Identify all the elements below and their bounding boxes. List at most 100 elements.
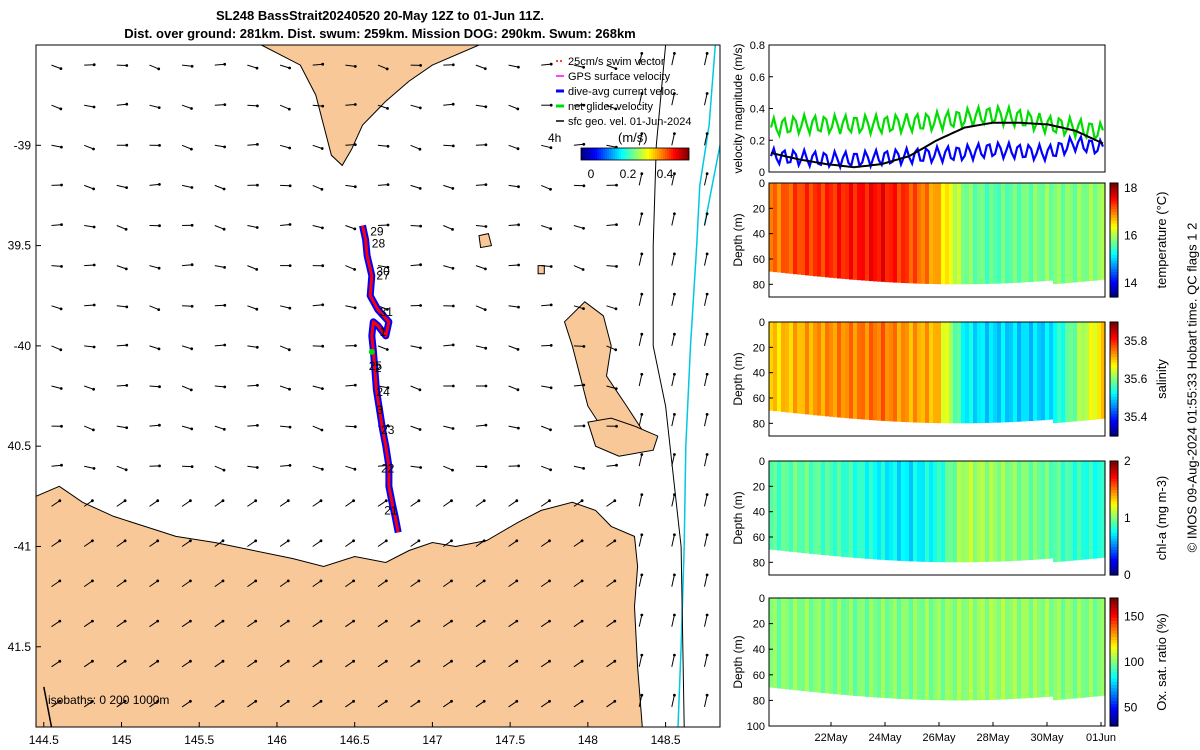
velocity-arrow [247,620,256,628]
colorbar-swatch [1110,662,1118,666]
velocity-arrow [606,224,617,226]
velocity-arrow [475,424,486,427]
velocity-arrow [247,345,258,348]
velocity-arrow [116,425,127,429]
profile-cell [797,322,802,414]
colorbar-swatch [1110,694,1118,698]
velocity-arrow [475,265,486,270]
speed-colorbar-swatch [681,148,684,160]
velocity-arrow-head [288,387,291,391]
profile-cell [989,461,994,562]
profile-cell [965,183,970,285]
colorbar-swatch [1110,197,1118,201]
colorbar-swatch [1110,630,1118,634]
velocity-arrow [345,184,356,188]
velocity-arrow [116,660,126,668]
velocity-arrow-head [613,659,617,663]
velocity-arrow-head [450,699,453,703]
colorbar-swatch [1110,684,1118,689]
velocity-arrow-head [705,413,709,416]
velocity-arrow-head [482,699,486,703]
colorbar-swatch [1110,555,1118,559]
velocity-arrow [247,384,258,387]
profile-cell [837,461,842,557]
profile-cell [961,598,966,701]
velocity-arrow [671,133,675,146]
velocity-arrow [84,264,95,267]
velocity-arrow-head [385,67,389,71]
profile-cell [917,598,922,700]
date-tick-label: 24May [868,732,902,744]
velocity-arrow [312,385,323,390]
velocity-arrow [443,465,453,471]
colorbar-swatch [1110,237,1118,241]
velocity-arrow-head [614,387,618,390]
profile-cell [977,598,982,701]
velocity-arrow [181,144,192,150]
profile-cell [769,461,774,550]
colorbar-swatch [1110,639,1118,644]
velocity-arrow-head [417,659,421,663]
profile-cell [849,598,854,696]
velocity-arrow [508,104,518,110]
profile-cell [837,183,842,279]
colorbar-swatch [1110,543,1118,548]
velocity-arrow-head [286,699,290,703]
velocity-arrow-head [580,659,584,663]
profile-cell [913,322,918,423]
profile-cell [825,461,830,556]
colorbar-swatch [1110,387,1118,392]
depth-tick-label: 60 [753,532,765,544]
profile-cell [933,322,938,424]
profile-cell [977,183,982,285]
velocity-arrow [280,464,291,467]
velocity-arrow-head [515,659,519,663]
velocity-arrow-head [256,104,259,108]
speed-colorbar-swatch [607,148,610,160]
velocity-arrow-head [517,305,520,309]
profile-cell [1061,322,1066,423]
velocity-arrow-head [156,579,160,583]
profile-cell [977,461,982,563]
velocity-arrow [247,540,256,547]
velocity-arrow-head [124,267,128,271]
velocity-arrow-head [222,227,226,231]
velocity-arrow [443,700,452,708]
colorbar-swatch [1110,563,1118,568]
depth-tick-label: 40 [753,229,765,241]
profile-cell [813,598,818,693]
profile-cell [793,183,798,275]
day-label: 1 [380,325,387,339]
velocity-arrow-head [451,228,454,231]
speed-colorbar-swatch [639,148,642,160]
speed-colorbar-swatch [657,148,660,160]
velocity-arrow [149,500,158,507]
profile-cell [773,322,778,412]
velocity-arrow [671,253,675,266]
profile-cell [909,598,914,700]
velocity-arrow-head [483,308,487,311]
day-label: 2 [375,361,382,375]
speed-colorbar-swatch [651,148,654,160]
colorbar-swatch [1110,416,1118,420]
velocity-arrow-head [613,699,617,703]
velocity-arrow-head [386,144,390,148]
profile-cell [769,598,774,688]
velocity-arrow [508,345,519,350]
colorbar-swatch [1110,461,1118,465]
velocity-arrow-head [288,306,292,310]
speed-colorbar-swatch [627,148,630,160]
colorbar-swatch [1110,655,1118,660]
velocity-arrow [410,345,421,349]
colorbar-swatch [1110,384,1118,389]
velocity-arrow [83,580,93,588]
velocity-arrow [116,700,126,708]
colorbar-swatch [1110,652,1118,657]
colorbar-swatch [1110,646,1118,650]
velocity-arrow [181,104,192,109]
profile-cell [809,183,814,276]
speed-colorbar-swatch [669,148,672,160]
velocity-arrow-head [124,227,128,231]
colorbar-swatch [1110,333,1118,337]
colorbar-swatch [1110,336,1118,340]
